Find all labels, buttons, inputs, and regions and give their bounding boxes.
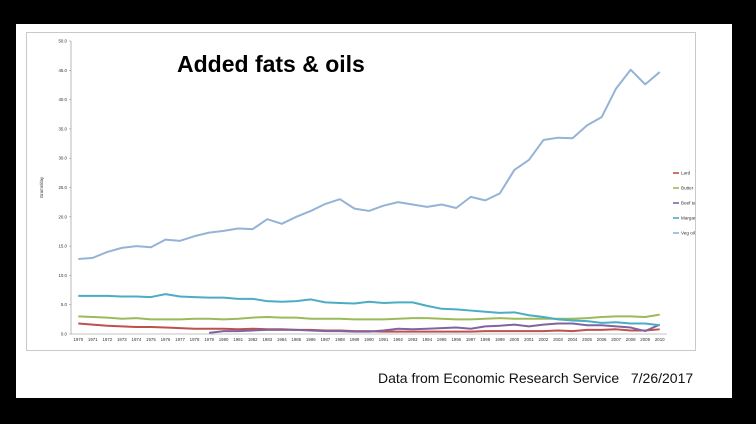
y-tick-label: 5.0 xyxy=(61,302,68,307)
series-line-margarine xyxy=(78,293,660,327)
x-tick-label: 1976 xyxy=(161,337,171,342)
x-tick-label: 1987 xyxy=(320,337,330,342)
y-tick-label: 50.0 xyxy=(58,39,67,44)
x-tick-label: 1980 xyxy=(219,337,229,342)
y-axis-label: Grams/day xyxy=(39,176,44,198)
legend-label-butter: Butter xyxy=(681,186,694,191)
y-tick-label: 35.0 xyxy=(58,126,67,131)
series-line-lard xyxy=(78,322,660,333)
x-tick-label: 2002 xyxy=(539,337,549,342)
x-tick-label: 2010 xyxy=(655,337,665,342)
legend-label-beef-tallow: Beef tallow xyxy=(681,201,695,206)
x-tick-label: 2003 xyxy=(553,337,563,342)
x-tick-label: 1994 xyxy=(422,337,432,342)
x-tick-label: 1990 xyxy=(364,337,374,342)
y-tick-label: 30.0 xyxy=(58,156,67,161)
x-tick-label: 2008 xyxy=(626,337,636,342)
x-tick-label: 1988 xyxy=(335,337,345,342)
x-tick-label: 1992 xyxy=(393,337,403,342)
x-tick-label: 2006 xyxy=(597,337,607,342)
y-tick-label: 40.0 xyxy=(58,97,67,102)
x-tick-label: 1997 xyxy=(466,337,476,342)
chart-frame: 0.0 5.0 10.0 15.0 20.0 25.0 30.0 35.0 40.0 45.0 50… xyxy=(26,32,696,351)
x-tick-label: 1978 xyxy=(190,337,200,342)
x-tick-label: 1970 xyxy=(73,337,83,342)
series-line-veg-oils xyxy=(78,68,661,260)
x-tick-label: 2009 xyxy=(640,337,650,342)
x-tick-label: 1984 xyxy=(277,337,287,342)
x-tick-label: 1995 xyxy=(437,337,447,342)
y-tick-label: 0.0 xyxy=(61,332,68,337)
x-tick-label: 1991 xyxy=(379,337,389,342)
series-line-beef-tallow xyxy=(208,322,661,334)
y-tick-label: 25.0 xyxy=(58,185,67,190)
x-tick-label: 1983 xyxy=(262,337,272,342)
x-tick-label: 1973 xyxy=(117,337,127,342)
x-tick-label: 1974 xyxy=(132,337,142,342)
x-tick-label: 2001 xyxy=(524,337,534,342)
x-tick-label: 1996 xyxy=(451,337,461,342)
x-tick-label: 2005 xyxy=(582,337,592,342)
legend-label-veg-oils: Veg oils xyxy=(681,231,695,236)
x-tick-label: 1985 xyxy=(291,337,301,342)
source-text: Data from Economic Research Service xyxy=(378,370,620,386)
y-tick-label: 15.0 xyxy=(58,244,67,249)
x-tick-label: 1998 xyxy=(480,337,490,342)
x-tick-label: 1986 xyxy=(306,337,316,342)
x-tick-label: 1972 xyxy=(102,337,112,342)
x-tick-label: 2000 xyxy=(509,337,519,342)
source-caption: Data from Economic Research Service 7/26… xyxy=(378,370,693,386)
y-tick-label: 20.0 xyxy=(58,214,67,219)
x-tick-label: 1979 xyxy=(204,337,214,342)
x-tick-label: 1993 xyxy=(408,337,418,342)
legend-label-margarine: Margarine xyxy=(681,216,695,221)
x-tick-label: 2004 xyxy=(568,337,578,342)
x-tick-label: 1982 xyxy=(248,337,258,342)
x-tick-label: 1981 xyxy=(233,337,243,342)
chart-title: Added fats & oils xyxy=(177,51,365,77)
legend-label-lard: Lard xyxy=(681,171,691,176)
x-tick-label: 1999 xyxy=(495,337,505,342)
x-tick-label: 1975 xyxy=(146,337,156,342)
x-tick-label: 1989 xyxy=(350,337,360,342)
y-tick-label: 45.0 xyxy=(58,68,67,73)
x-tick-label: 1971 xyxy=(88,337,98,342)
x-tick-label: 2007 xyxy=(611,337,621,342)
source-date: 7/26/2017 xyxy=(630,370,694,386)
x-tick-label: 1977 xyxy=(175,337,185,342)
line-chart: 0.0 5.0 10.0 15.0 20.0 25.0 30.0 35.0 40.0 45.0 50… xyxy=(39,39,695,343)
slide: 0.0 5.0 10.0 15.0 20.0 25.0 30.0 35.0 40.0 45.0 50… xyxy=(16,24,732,398)
y-tick-label: 10.0 xyxy=(58,273,67,278)
series-line-butter xyxy=(78,313,660,321)
